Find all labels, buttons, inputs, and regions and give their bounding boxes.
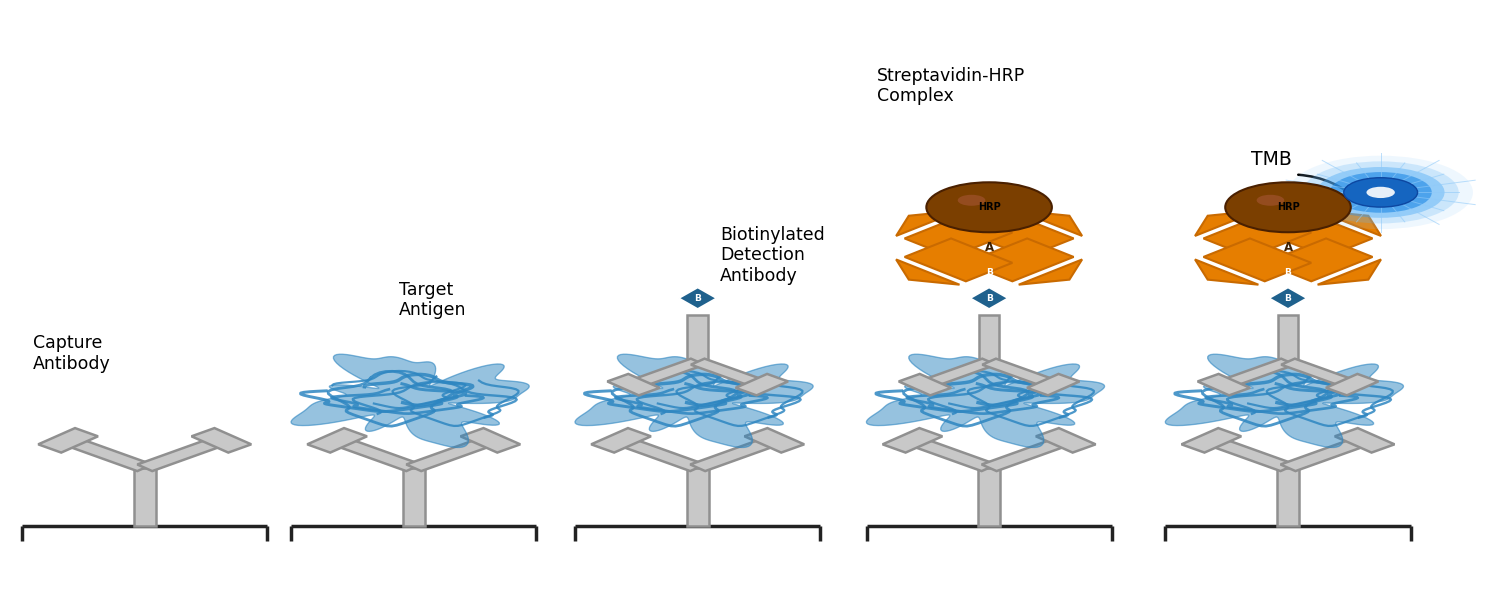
Text: Biotinylated
Detection
Antibody: Biotinylated Detection Antibody (720, 226, 825, 285)
Circle shape (1344, 178, 1418, 207)
Polygon shape (970, 287, 1008, 309)
Polygon shape (981, 437, 1072, 471)
Polygon shape (134, 468, 156, 526)
Polygon shape (291, 354, 530, 448)
Circle shape (1302, 161, 1458, 223)
Polygon shape (1036, 428, 1095, 452)
Polygon shape (1264, 214, 1372, 257)
Text: Target
Antigen: Target Antigen (399, 281, 466, 319)
Polygon shape (904, 238, 1013, 281)
Circle shape (1317, 167, 1444, 218)
Polygon shape (1269, 287, 1306, 309)
Polygon shape (1204, 437, 1296, 471)
Polygon shape (1196, 259, 1258, 284)
Polygon shape (1317, 211, 1382, 236)
Text: B: B (986, 294, 993, 303)
Polygon shape (966, 238, 1074, 281)
Polygon shape (1019, 259, 1082, 284)
Polygon shape (1166, 354, 1404, 448)
Polygon shape (1196, 211, 1258, 236)
Polygon shape (1028, 374, 1080, 395)
Polygon shape (38, 428, 98, 452)
Text: B: B (694, 294, 700, 303)
Polygon shape (1264, 238, 1372, 281)
Polygon shape (1281, 437, 1372, 471)
Polygon shape (138, 437, 230, 471)
Polygon shape (1197, 374, 1249, 395)
Text: B: B (1284, 268, 1292, 277)
Circle shape (1366, 187, 1395, 198)
Polygon shape (1216, 359, 1294, 388)
Polygon shape (402, 468, 424, 526)
Polygon shape (680, 287, 717, 309)
Circle shape (957, 195, 986, 206)
Polygon shape (896, 259, 960, 284)
Text: Streptavidin-HRP
Complex: Streptavidin-HRP Complex (878, 67, 1026, 106)
Polygon shape (982, 359, 1060, 388)
Polygon shape (978, 468, 1000, 526)
Polygon shape (627, 359, 705, 388)
Text: B: B (986, 268, 993, 277)
Polygon shape (690, 437, 782, 471)
Polygon shape (406, 437, 498, 471)
Polygon shape (1278, 315, 1298, 362)
Circle shape (927, 182, 1052, 232)
Polygon shape (867, 354, 1104, 448)
Polygon shape (735, 374, 788, 395)
Text: A: A (1284, 241, 1293, 254)
Text: B: B (1284, 294, 1292, 303)
Text: HRP: HRP (978, 202, 1000, 212)
Polygon shape (608, 374, 660, 395)
Polygon shape (980, 315, 999, 362)
Text: TMB: TMB (1251, 149, 1292, 169)
Text: A: A (984, 241, 993, 254)
Polygon shape (192, 428, 252, 452)
Polygon shape (882, 428, 942, 452)
Polygon shape (692, 359, 768, 388)
Polygon shape (60, 437, 152, 471)
Polygon shape (896, 211, 960, 236)
Polygon shape (904, 214, 1013, 257)
Polygon shape (1203, 238, 1311, 281)
Circle shape (1288, 155, 1473, 229)
Polygon shape (1276, 468, 1299, 526)
Polygon shape (574, 354, 813, 448)
Polygon shape (918, 359, 996, 388)
Polygon shape (744, 428, 804, 452)
Polygon shape (1335, 428, 1395, 452)
Circle shape (1226, 182, 1352, 232)
Polygon shape (687, 315, 708, 362)
Polygon shape (308, 428, 368, 452)
Polygon shape (591, 428, 651, 452)
Polygon shape (1182, 428, 1242, 452)
Polygon shape (460, 428, 520, 452)
Polygon shape (966, 214, 1074, 257)
Circle shape (1257, 195, 1284, 206)
Polygon shape (1281, 359, 1359, 388)
Polygon shape (330, 437, 422, 471)
Polygon shape (904, 437, 996, 471)
Circle shape (1329, 172, 1432, 213)
Polygon shape (1326, 374, 1378, 395)
Polygon shape (1019, 211, 1082, 236)
Text: HRP: HRP (1276, 202, 1299, 212)
Circle shape (1344, 178, 1418, 207)
Polygon shape (614, 437, 705, 471)
Polygon shape (1317, 259, 1382, 284)
Polygon shape (898, 374, 951, 395)
Polygon shape (1203, 214, 1311, 257)
Polygon shape (687, 468, 709, 526)
Text: Capture
Antibody: Capture Antibody (33, 334, 111, 373)
